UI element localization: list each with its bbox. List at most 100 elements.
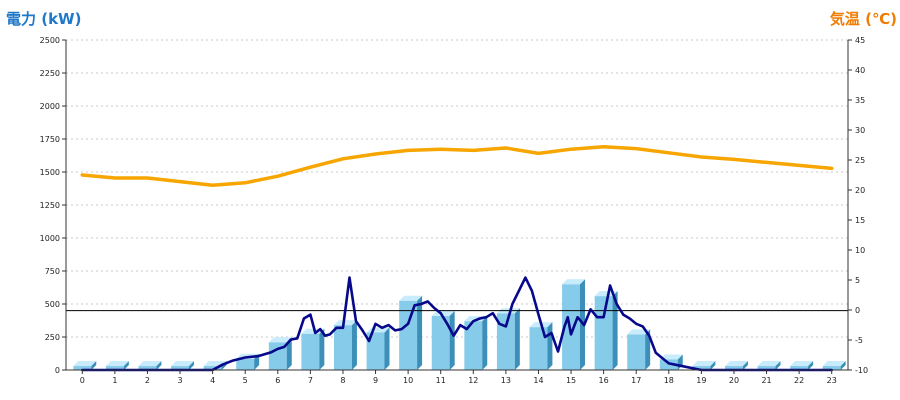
- left-axis-tick-label: 2500: [40, 36, 60, 45]
- power-bar-side: [482, 316, 488, 370]
- power-bar: [399, 300, 418, 370]
- right-axis-tick-label: 10: [855, 246, 865, 255]
- power-bar-top: [562, 279, 586, 285]
- power-bar-side: [189, 361, 195, 370]
- power-bar: [822, 366, 841, 370]
- power-bar: [757, 366, 776, 370]
- power-bar-top: [724, 361, 748, 367]
- x-axis-tick-label: 18: [664, 376, 674, 385]
- power-bar: [594, 296, 613, 370]
- x-axis-tick-label: 13: [501, 376, 511, 385]
- power-bar-side: [775, 361, 781, 370]
- right-axis-tick-label: 25: [855, 156, 865, 165]
- power-bar: [268, 342, 287, 370]
- power-bar-side: [91, 361, 97, 370]
- x-axis-tick-label: 9: [373, 376, 378, 385]
- power-bar-top: [333, 320, 357, 326]
- x-axis-tick-label: 14: [533, 376, 543, 385]
- power-bar-top: [73, 361, 97, 367]
- power-bar-top: [268, 337, 292, 343]
- power-bar-side: [514, 308, 520, 370]
- left-axis-title: 電力 (kW): [6, 10, 81, 28]
- x-axis-tick-label: 17: [631, 376, 641, 385]
- power-bar: [529, 327, 548, 370]
- power-bar-top: [659, 354, 683, 360]
- power-bar-side: [840, 361, 846, 370]
- power-bar-top: [399, 295, 423, 301]
- left-axis-tick-label: 2250: [40, 69, 60, 78]
- power-bar: [171, 366, 190, 370]
- x-axis-tick-label: 1: [112, 376, 117, 385]
- power-bar-side: [254, 353, 260, 370]
- lines: [80, 145, 834, 372]
- x-axis-tick-label: 22: [794, 376, 804, 385]
- right-axis-tick-label: 15: [855, 216, 865, 225]
- power-bar: [138, 366, 157, 370]
- power-bar-side: [123, 361, 129, 370]
- power-bar-side: [351, 320, 357, 370]
- right-axis-tick-label: 40: [855, 66, 865, 75]
- x-axis-tick-label: 21: [761, 376, 771, 385]
- power-bar: [724, 366, 743, 370]
- x-axis-tick-label: 12: [468, 376, 478, 385]
- left-axis-tick-label: 1250: [40, 201, 60, 210]
- right-axis-tick-label: 30: [855, 126, 865, 135]
- power-bar-side: [417, 295, 423, 370]
- power-bar-side: [808, 361, 814, 370]
- power-bar: [431, 315, 450, 370]
- x-axis-tick-label: 7: [308, 376, 313, 385]
- power-bar-top: [138, 361, 162, 367]
- power-bar-top: [757, 361, 781, 367]
- left-axis-tick-label: 750: [45, 267, 60, 276]
- power-bar: [790, 366, 809, 370]
- x-axis-tick-label: 3: [177, 376, 182, 385]
- left-axis-tick-label: 0: [55, 366, 60, 375]
- left-axis-tick-label: 250: [45, 333, 60, 342]
- power-bar: [496, 313, 515, 370]
- power-bar-side: [449, 310, 455, 370]
- power-bar-side: [547, 322, 553, 370]
- grid: [66, 39, 848, 338]
- power-bar: [562, 284, 581, 370]
- power-bar-top: [105, 361, 129, 367]
- power-bar-side: [384, 327, 390, 370]
- power-bar-side: [286, 337, 292, 370]
- power-bar-side: [319, 328, 325, 370]
- x-axis-tick-label: 0: [80, 376, 85, 385]
- power-bar: [301, 333, 320, 370]
- x-axis-tick-label: 8: [340, 376, 345, 385]
- power-bar: [105, 366, 124, 370]
- power-bar-top: [171, 361, 195, 367]
- power-bar: [464, 321, 483, 370]
- power-bar: [333, 325, 352, 370]
- x-axis-tick-label: 2: [145, 376, 150, 385]
- x-axis-tick-label: 20: [729, 376, 739, 385]
- x-axis-tick-label: 11: [436, 376, 446, 385]
- right-axis-tick-label: 45: [855, 36, 865, 45]
- power-bar: [203, 366, 222, 370]
- x-axis-tick-label: 15: [566, 376, 576, 385]
- temperature-line: [80, 145, 834, 187]
- power-bar-side: [742, 361, 748, 370]
- x-axis-tick-label: 16: [599, 376, 609, 385]
- power-bar-side: [645, 329, 651, 370]
- right-axis-tick-label: 20: [855, 186, 865, 195]
- right-axis-tick-label: 0: [855, 306, 860, 315]
- power-bar: [366, 332, 385, 370]
- power-bar-side: [156, 361, 162, 370]
- power-bar-top: [790, 361, 814, 367]
- right-axis-tick-label: -5: [855, 336, 863, 345]
- right-axis-title: 気温 (℃): [830, 10, 897, 28]
- left-axis-tick-label: 1000: [40, 234, 60, 243]
- x-axis-tick-label: 19: [696, 376, 706, 385]
- power-demand-line: [81, 276, 834, 372]
- power-bar: [627, 334, 646, 370]
- x-axis-tick-label: 10: [403, 376, 413, 385]
- power-bar: [236, 358, 255, 370]
- x-axis-tick-label: 6: [275, 376, 280, 385]
- x-axis-tick-label: 5: [243, 376, 248, 385]
- left-axis-tick-label: 1750: [40, 135, 60, 144]
- x-axis-tick-label: 23: [827, 376, 837, 385]
